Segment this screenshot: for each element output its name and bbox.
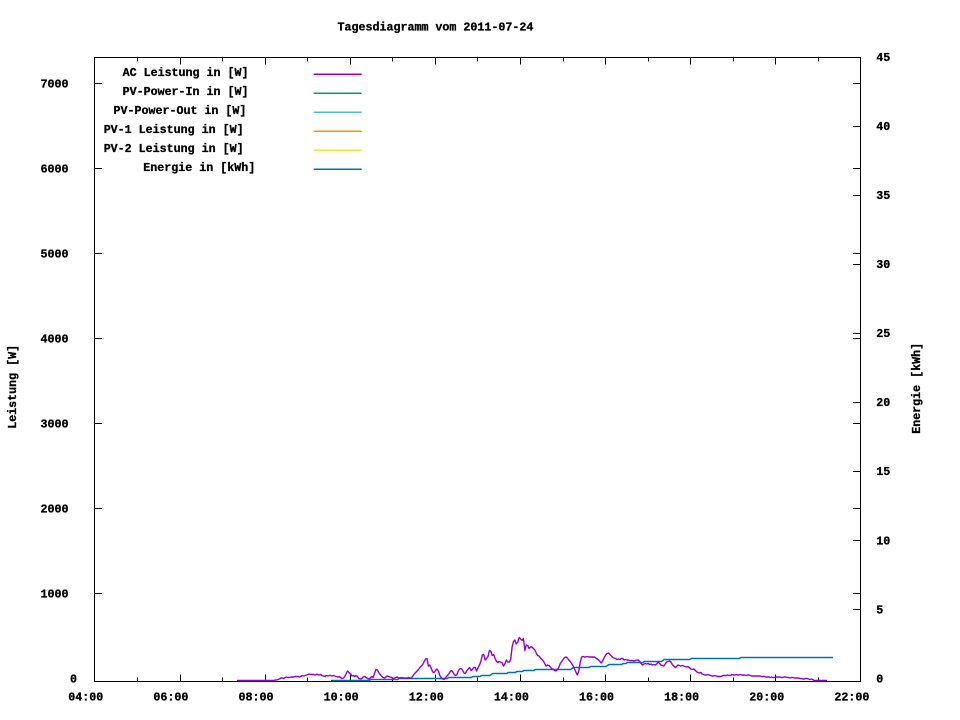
- svg-text:Energie [kWh]: Energie [kWh]: [910, 343, 924, 434]
- svg-text:06:00: 06:00: [153, 690, 188, 704]
- svg-text:Leistung [W]: Leistung [W]: [6, 345, 20, 429]
- svg-text:18:00: 18:00: [664, 690, 699, 704]
- svg-text:2000: 2000: [41, 502, 69, 516]
- svg-text:45: 45: [876, 51, 890, 65]
- svg-text:16:00: 16:00: [579, 690, 614, 704]
- svg-text:14:00: 14:00: [494, 690, 529, 704]
- svg-text:PV-2 Leistung in [W]: PV-2 Leistung in [W]: [104, 142, 244, 156]
- svg-text:08:00: 08:00: [239, 690, 274, 704]
- svg-text:10:00: 10:00: [324, 690, 359, 704]
- svg-text:Energie in [kWh]: Energie in [kWh]: [143, 161, 255, 175]
- svg-text:20: 20: [876, 396, 890, 410]
- svg-text:35: 35: [876, 189, 890, 203]
- svg-text:22:00: 22:00: [834, 690, 869, 704]
- svg-text:3000: 3000: [41, 417, 69, 431]
- svg-text:5: 5: [876, 603, 883, 617]
- svg-text:1000: 1000: [41, 587, 69, 601]
- svg-text:0: 0: [70, 672, 77, 686]
- svg-text:10: 10: [876, 534, 890, 548]
- svg-text:25: 25: [876, 327, 890, 341]
- svg-text:5000: 5000: [41, 247, 69, 261]
- svg-text:PV-Power-In in [W]: PV-Power-In in [W]: [123, 85, 249, 99]
- svg-text:30: 30: [876, 258, 890, 272]
- svg-text:20:00: 20:00: [749, 690, 784, 704]
- svg-text:7000: 7000: [41, 77, 69, 91]
- svg-text:0: 0: [876, 672, 883, 686]
- svg-text:12:00: 12:00: [409, 690, 444, 704]
- svg-text:40: 40: [876, 120, 890, 134]
- svg-text:AC Leistung in [W]: AC Leistung in [W]: [123, 66, 249, 80]
- svg-text:PV-Power-Out in [W]: PV-Power-Out in [W]: [114, 104, 247, 118]
- svg-text:04:00: 04:00: [68, 690, 103, 704]
- svg-text:6000: 6000: [41, 162, 69, 176]
- svg-text:PV-1 Leistung in [W]: PV-1 Leistung in [W]: [104, 123, 244, 137]
- svg-text:4000: 4000: [41, 332, 69, 346]
- svg-text:Tagesdiagramm vom 2011-07-24: Tagesdiagramm vom 2011-07-24: [338, 20, 534, 34]
- svg-text:15: 15: [876, 465, 890, 479]
